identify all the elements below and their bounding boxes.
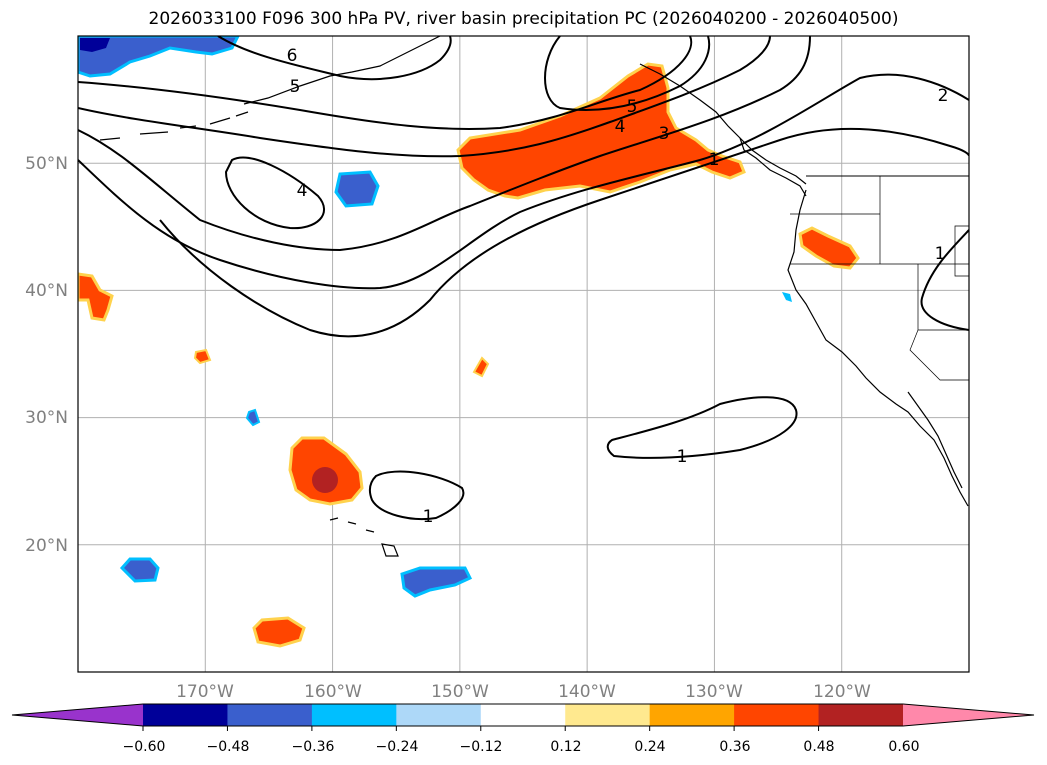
contour-1-south: [606, 396, 798, 459]
negative-anomaly-gulf: [334, 170, 380, 208]
contour-1-east: [920, 229, 969, 331]
colorbar-segment: [311, 704, 397, 726]
positive-anomaly-west: [78, 272, 114, 322]
negative-anomaly-small-1: [245, 408, 261, 427]
positive-anomaly-small-1: [193, 348, 212, 365]
positive-anomaly-oregon: [798, 226, 860, 270]
contour-label: 1: [677, 447, 688, 467]
lat-label: 20°N: [25, 536, 68, 556]
contour-3: [78, 36, 811, 252]
lon-label: 130°W: [685, 682, 743, 702]
alaska-coast: [243, 36, 441, 105]
positive-anomaly-south: [252, 616, 306, 648]
contour-5-inner: [544, 36, 711, 111]
colorbar-tick-label: 0.12: [550, 739, 581, 755]
us-west-coast: [787, 189, 969, 507]
lat-label: 40°N: [25, 281, 68, 301]
precip-shading: [78, 36, 860, 648]
contour-4: [78, 36, 771, 158]
contour-label: 2: [938, 86, 949, 106]
colorbar-segment: [649, 704, 735, 726]
contour-label: 6: [287, 46, 298, 66]
contour-4-low: [224, 156, 325, 230]
alaska-panhandle: [639, 63, 807, 185]
contour-label: 3: [659, 124, 670, 144]
contour-label: 1: [709, 150, 720, 170]
contour-1-hawaii: [368, 470, 465, 520]
contour-1: [159, 127, 969, 338]
contour-label: 1: [423, 507, 434, 527]
baja-peninsula: [907, 391, 963, 489]
bc-coast: [739, 137, 807, 197]
contour-label: 5: [627, 97, 638, 117]
contour-6: [217, 36, 452, 81]
negative-anomaly-coast: [782, 292, 792, 302]
negative-anomaly-nw-core: [80, 38, 110, 52]
colorbar-tick-label: −0.60: [123, 739, 166, 755]
figure-title: 2026033100 F096 300 hPa PV, river basin …: [148, 9, 899, 29]
pv-contours: [78, 36, 969, 520]
colorbar-tick-label: −0.12: [460, 739, 503, 755]
state-borders: [790, 176, 969, 381]
colorbar-segment: [143, 704, 228, 726]
colorbar: [11, 703, 1035, 731]
lon-label: 150°W: [431, 682, 489, 702]
colorbar-tick-label: 0.48: [803, 739, 834, 755]
lat-label: 50°N: [25, 154, 68, 174]
negative-anomaly-south: [400, 566, 473, 598]
colorbar-tick-label: −0.36: [292, 739, 335, 755]
negative-anomaly-nw: [78, 36, 240, 78]
lon-label: 120°W: [813, 682, 871, 702]
contour-label: 4: [297, 181, 308, 201]
colorbar-segment: [818, 704, 904, 726]
colorbar-tick-label: −0.48: [207, 739, 250, 755]
map-content: 6 5 5 4 4 3 2 1 1 1 1: [78, 36, 969, 672]
contour-label: 5: [290, 77, 301, 97]
colorbar-segment: [396, 704, 482, 726]
negative-anomaly-sw: [119, 557, 160, 583]
colorbar-segment: [480, 704, 566, 726]
axis-labels: 50°N 40°N 30°N 20°N 170°W 160°W 150°W 14…: [25, 154, 871, 702]
colorbar-segment: [227, 704, 313, 726]
contour-label: 4: [615, 117, 626, 137]
colorbar-tick-label: 0.24: [634, 739, 665, 755]
hawaiian-islands: [329, 517, 399, 557]
colorbar-segment: [734, 704, 820, 726]
positive-anomaly-main: [456, 62, 746, 200]
contour-2: [78, 73, 969, 290]
colorbar-ticks: −0.60 −0.48 −0.36 −0.24 −0.12 0.12 0.24 …: [123, 739, 920, 755]
positive-anomaly-small-2: [472, 356, 490, 378]
lon-label: 140°W: [558, 682, 616, 702]
contour-label: 1: [935, 244, 946, 264]
map-frame: [77, 35, 970, 673]
lat-label: 30°N: [25, 408, 68, 428]
positive-anomaly-hawaii-core: [312, 467, 338, 493]
coastlines: [99, 36, 969, 557]
lon-label: 160°W: [304, 682, 362, 702]
contour-label-group: 6 5 5 4 4 3 2 1 1 1 1: [287, 46, 949, 527]
colorbar-extend-low: [12, 704, 143, 726]
lon-label: 170°W: [176, 682, 234, 702]
colorbar-tick-label: −0.24: [376, 739, 419, 755]
colorbar-segment: [565, 704, 651, 726]
contour-5-north: [78, 36, 693, 131]
colorbar-tick-label: 0.60: [888, 739, 919, 755]
colorbar-tick-label: 0.36: [719, 739, 750, 755]
colorbar-extend-high: [903, 704, 1034, 726]
